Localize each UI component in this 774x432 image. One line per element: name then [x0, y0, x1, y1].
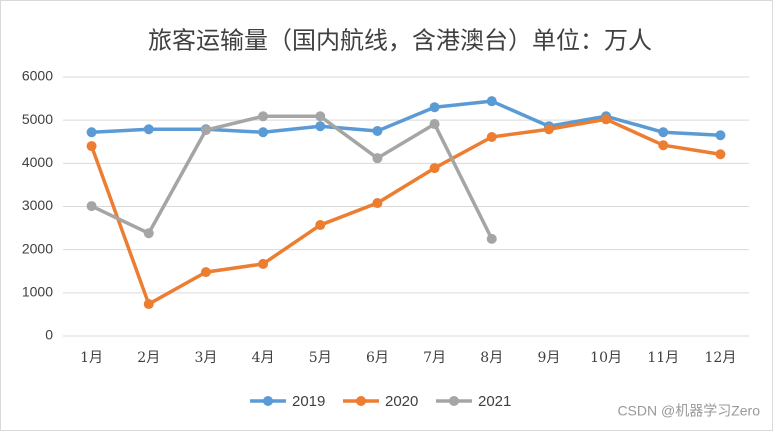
legend-label: 2019: [292, 393, 325, 410]
legend-marker: [263, 396, 273, 406]
y-tick-label: 5000: [22, 111, 53, 127]
data-point: [486, 233, 497, 244]
series-line: [89, 117, 721, 306]
x-tick-label: 9月: [537, 350, 560, 366]
data-point: [429, 119, 440, 130]
data-point: [86, 127, 97, 138]
y-tick-label: 2000: [22, 240, 53, 256]
data-point: [315, 220, 326, 231]
legend-marker: [356, 396, 366, 406]
x-tick-label: 8月: [480, 350, 503, 366]
data-point: [429, 163, 440, 174]
x-tick-label: 1月: [80, 350, 103, 366]
data-point: [258, 127, 269, 138]
data-point: [543, 124, 554, 135]
legend-label: 2021: [478, 393, 511, 410]
data-point: [601, 114, 612, 125]
chart-title: 旅客运输量（国内航线，含港澳台）单位：万人: [148, 27, 652, 55]
y-tick-label: 3000: [22, 197, 53, 213]
data-point: [372, 125, 383, 136]
data-point: [258, 111, 269, 122]
data-point: [658, 140, 669, 151]
x-tick-label: 7月: [423, 350, 446, 366]
data-point: [86, 201, 97, 212]
data-point: [715, 149, 726, 160]
x-tick-label: 6月: [366, 350, 389, 366]
data-point: [200, 267, 211, 278]
y-tick-label: 0: [45, 327, 53, 343]
data-point: [715, 130, 726, 141]
watermark: CSDN @机器学习Zero: [617, 403, 760, 419]
data-point: [143, 299, 154, 310]
legend-label: 2020: [385, 393, 418, 410]
series-line: [91, 99, 721, 138]
x-tick-label: 5月: [309, 350, 332, 366]
x-tick-label: 2月: [137, 350, 160, 366]
data-point: [486, 132, 497, 143]
y-tick-label: 4000: [22, 154, 53, 170]
series-line: [90, 114, 494, 240]
y-tick-label: 6000: [22, 68, 53, 84]
data-point: [315, 121, 326, 132]
data-point: [143, 228, 154, 239]
y-tick-label: 1000: [22, 284, 53, 300]
data-point: [372, 198, 383, 209]
x-tick-label: 4月: [252, 350, 275, 366]
x-tick-label: 10月: [590, 350, 622, 366]
data-point: [372, 153, 383, 164]
legend-marker: [449, 396, 459, 406]
data-point: [200, 125, 211, 136]
data-point: [658, 127, 669, 138]
data-point: [143, 124, 154, 135]
x-tick-label: 12月: [705, 350, 737, 366]
x-tick-label: 11月: [647, 350, 679, 366]
x-tick-label: 3月: [194, 350, 217, 366]
data-point: [315, 111, 326, 122]
data-point: [486, 96, 497, 107]
data-point: [258, 258, 269, 269]
data-point: [429, 102, 440, 113]
data-point: [86, 141, 97, 152]
